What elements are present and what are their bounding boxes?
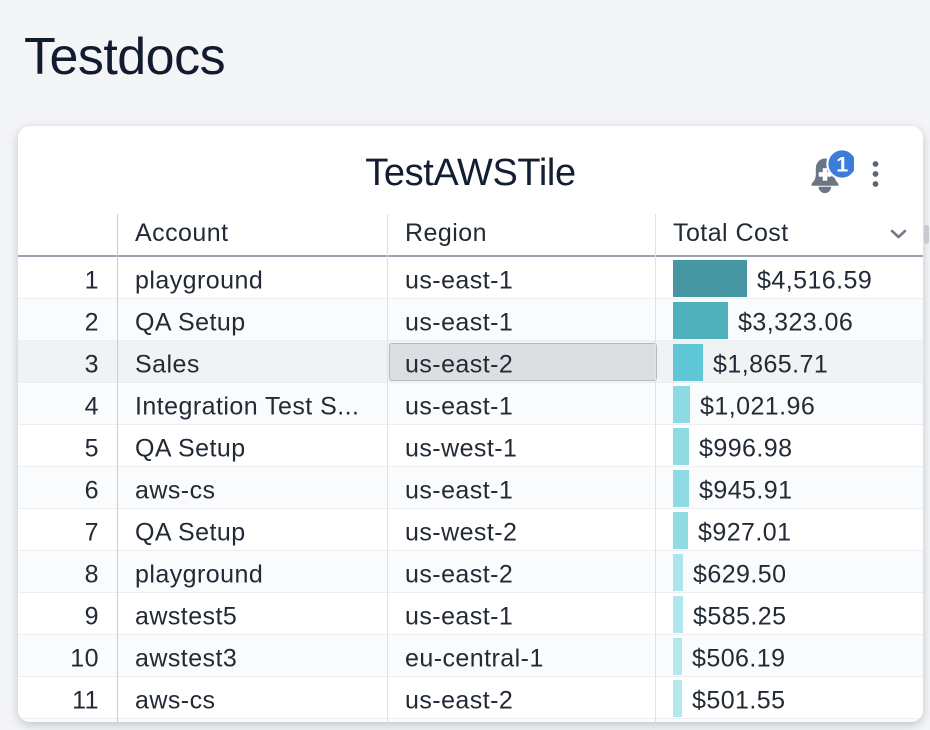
svg-text:1: 1 <box>836 152 848 176</box>
